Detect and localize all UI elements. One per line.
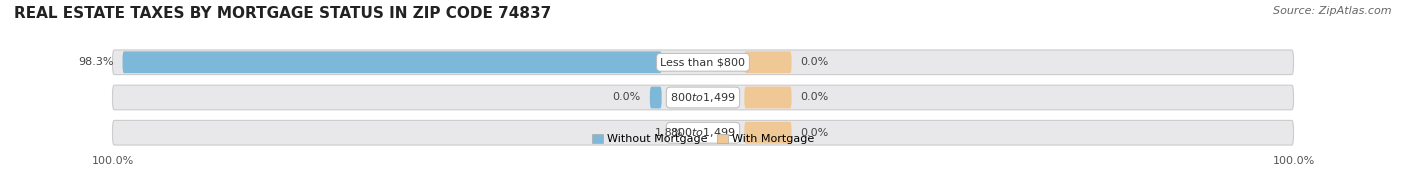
Text: $800 to $1,499: $800 to $1,499 bbox=[671, 91, 735, 104]
FancyBboxPatch shape bbox=[122, 51, 662, 73]
Text: 0.0%: 0.0% bbox=[613, 92, 641, 103]
FancyBboxPatch shape bbox=[112, 120, 1294, 145]
FancyBboxPatch shape bbox=[744, 87, 792, 108]
FancyBboxPatch shape bbox=[112, 85, 1294, 110]
Text: 0.0%: 0.0% bbox=[800, 57, 828, 67]
Legend: Without Mortgage, With Mortgage: Without Mortgage, With Mortgage bbox=[588, 129, 818, 149]
Text: 0.0%: 0.0% bbox=[800, 128, 828, 138]
FancyBboxPatch shape bbox=[650, 87, 662, 108]
Text: Less than $800: Less than $800 bbox=[661, 57, 745, 67]
Text: 0.0%: 0.0% bbox=[800, 92, 828, 103]
Text: 1.8%: 1.8% bbox=[655, 128, 683, 138]
Text: 98.3%: 98.3% bbox=[79, 57, 114, 67]
Text: Source: ZipAtlas.com: Source: ZipAtlas.com bbox=[1274, 6, 1392, 16]
FancyBboxPatch shape bbox=[744, 51, 792, 73]
FancyBboxPatch shape bbox=[744, 122, 792, 144]
Text: REAL ESTATE TAXES BY MORTGAGE STATUS IN ZIP CODE 74837: REAL ESTATE TAXES BY MORTGAGE STATUS IN … bbox=[14, 6, 551, 21]
FancyBboxPatch shape bbox=[112, 50, 1294, 75]
Text: $800 to $1,499: $800 to $1,499 bbox=[671, 126, 735, 139]
